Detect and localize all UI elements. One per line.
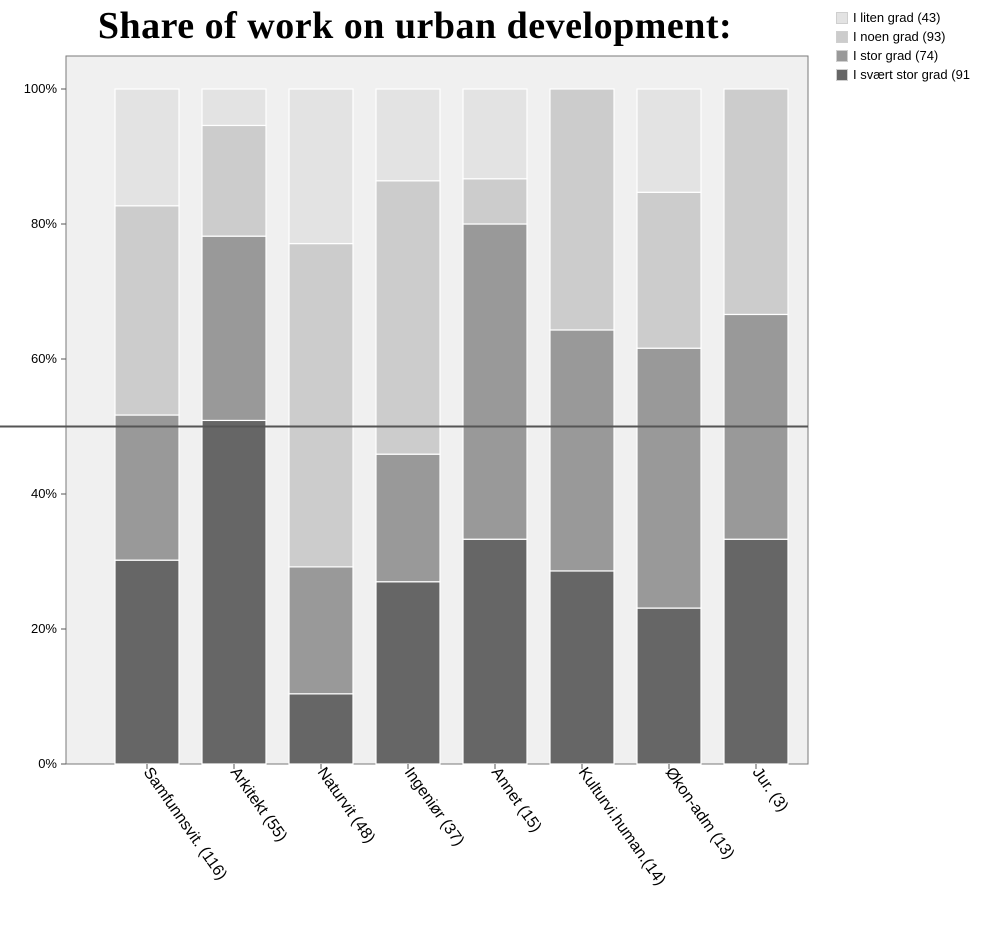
legend-label: I svært stor grad (91 [853,67,971,82]
legend-label: I liten grad (43) [853,10,941,25]
x-category-label: Jur. (3) [749,765,791,816]
bar-segment [462,178,528,225]
bar-segment [114,559,180,765]
x-category-label: Ingeniør (37) [401,765,467,850]
legend-label: I stor grad (74) [853,48,939,63]
x-category-label: Arkitekt (55) [227,765,290,845]
bar-segment [375,453,441,583]
bar-segment [462,538,528,765]
chart-title: Share of work on urban development: [97,5,733,47]
bar-segment [549,570,615,765]
bar-segment [549,88,615,331]
bar-segment [375,581,441,765]
bar-segment [114,414,180,561]
legend-swatch [836,49,848,62]
y-tick-label: 80% [31,216,57,231]
bar-segment [723,538,789,765]
y-tick-label: 20% [31,621,57,636]
legend-item: I liten grad (43) [836,8,1002,27]
legend-label: I noen grad (93) [853,29,946,44]
y-tick-label: 100% [24,81,58,96]
legend-item: I noen grad (93) [836,27,1002,46]
bar-segment [636,607,702,765]
y-tick-label: 40% [31,486,57,501]
x-category-label: Økon-adm (13) [662,765,738,863]
x-category-label: Annet (15) [488,765,545,836]
bar-segment [114,88,180,207]
bar-segment [549,329,615,572]
y-tick-label: 0% [38,756,57,771]
bar-segment [462,88,528,180]
x-category-label: Kulturvi.human.(14) [575,765,669,889]
bar-segment [723,88,789,316]
y-tick-label: 60% [31,351,57,366]
chart-legend: I liten grad (43) I noen grad (93) I stor … [836,8,1002,84]
bar-segment [201,124,267,237]
legend-item: I svært stor grad (91 [836,65,1002,84]
legend-swatch [836,30,848,43]
bar-segment [636,191,702,349]
x-category-label: Samfunnsvit. (116) [140,765,230,884]
bar-segment [201,88,267,127]
legend-swatch [836,11,848,24]
x-category-label: Naturvit (48) [314,765,378,847]
bar-segment [462,223,528,540]
bar-segment [288,566,354,695]
bar-segment [288,242,354,568]
stacked-bar-chart: 0% 20% 40% 60% 80% 100% Samfunnsvit. (116)Arki… [0,55,809,889]
bar-segment [636,347,702,609]
legend-item: I stor grad (74) [836,46,1002,65]
bar-segment [288,88,354,245]
bar-segment [375,88,441,182]
bar-segment [201,419,267,765]
bar-segment [114,205,180,416]
bar-segment [201,235,267,422]
bar-segment [375,180,441,455]
legend-swatch [836,68,848,81]
bar-segment [288,693,354,765]
bar-segment [636,88,702,193]
